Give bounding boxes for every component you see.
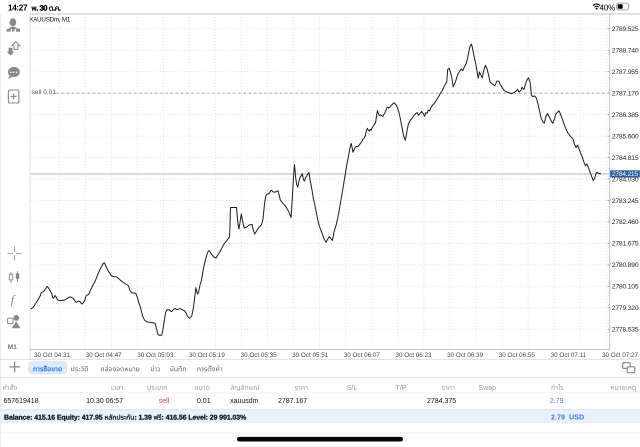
svg-text:14:27: 14:27 bbox=[8, 4, 28, 13]
svg-text:XAUUSDm, M1: XAUUSDm, M1 bbox=[29, 16, 71, 23]
svg-text:f: f bbox=[11, 293, 16, 307]
svg-text:10.30 06:57: 10.30 06:57 bbox=[86, 398, 123, 405]
svg-text:30 Oct 05:35: 30 Oct 05:35 bbox=[241, 352, 278, 359]
svg-text:30 Oct 06:55: 30 Oct 06:55 bbox=[499, 352, 536, 359]
svg-text:30 Oct 06:23: 30 Oct 06:23 bbox=[395, 352, 432, 359]
svg-text:2780.105: 2780.105 bbox=[612, 284, 639, 291]
svg-text:657619418: 657619418 bbox=[4, 398, 39, 405]
svg-text:2782.460: 2782.460 bbox=[612, 219, 639, 226]
svg-text:30 Oct 05:03: 30 Oct 05:03 bbox=[137, 352, 174, 359]
svg-text:30 Oct 04:47: 30 Oct 04:47 bbox=[86, 352, 123, 359]
svg-text:T/P: T/P bbox=[396, 385, 407, 392]
svg-text:2783.245: 2783.245 bbox=[612, 198, 639, 205]
svg-text:30 Oct 07:11: 30 Oct 07:11 bbox=[551, 352, 587, 359]
svg-text:S/L: S/L bbox=[347, 385, 358, 392]
svg-text:30 Oct 04:31: 30 Oct 04:31 bbox=[34, 352, 71, 359]
svg-text:40%: 40% bbox=[599, 3, 615, 12]
svg-text:2787.955: 2787.955 bbox=[612, 69, 639, 76]
svg-text:M1: M1 bbox=[7, 344, 17, 351]
svg-text:30 Oct 06:39: 30 Oct 06:39 bbox=[447, 352, 484, 359]
svg-text:2.79: 2.79 bbox=[550, 398, 564, 405]
svg-text:30 Oct 07:27: 30 Oct 07:27 bbox=[602, 352, 639, 359]
svg-text:2779.320: 2779.320 bbox=[612, 305, 639, 312]
svg-text:2787.170: 2787.170 bbox=[612, 91, 639, 98]
svg-text:sell 0.01: sell 0.01 bbox=[32, 89, 57, 96]
svg-text:2784.030: 2784.030 bbox=[612, 176, 639, 183]
svg-text:2.79 USD: 2.79 USD bbox=[551, 413, 584, 422]
svg-text:2786.385: 2786.385 bbox=[612, 112, 639, 119]
svg-text:30 Oct 05:51: 30 Oct 05:51 bbox=[292, 352, 329, 359]
svg-text:30 Oct 06:07: 30 Oct 06:07 bbox=[344, 352, 381, 359]
svg-text:Swap: Swap bbox=[479, 385, 497, 392]
svg-text:2784.375: 2784.375 bbox=[427, 398, 456, 405]
svg-text:2784.815: 2784.815 bbox=[612, 155, 639, 162]
svg-text:2778.535: 2778.535 bbox=[612, 327, 639, 334]
svg-text:2780.890: 2780.890 bbox=[612, 262, 639, 269]
svg-text:2787.167: 2787.167 bbox=[278, 398, 307, 405]
svg-text:0.01: 0.01 bbox=[197, 398, 211, 405]
svg-text:2784.215: 2784.215 bbox=[612, 171, 638, 178]
svg-text:2781.675: 2781.675 bbox=[612, 241, 639, 248]
svg-text:2788.740: 2788.740 bbox=[612, 48, 639, 55]
svg-text:sell: sell bbox=[159, 398, 170, 405]
svg-text:30 Oct 05:19: 30 Oct 05:19 bbox=[189, 352, 226, 359]
svg-text:xauusdm: xauusdm bbox=[230, 398, 259, 405]
svg-text:2789.525: 2789.525 bbox=[612, 26, 639, 33]
svg-text:2785.600: 2785.600 bbox=[612, 133, 639, 140]
